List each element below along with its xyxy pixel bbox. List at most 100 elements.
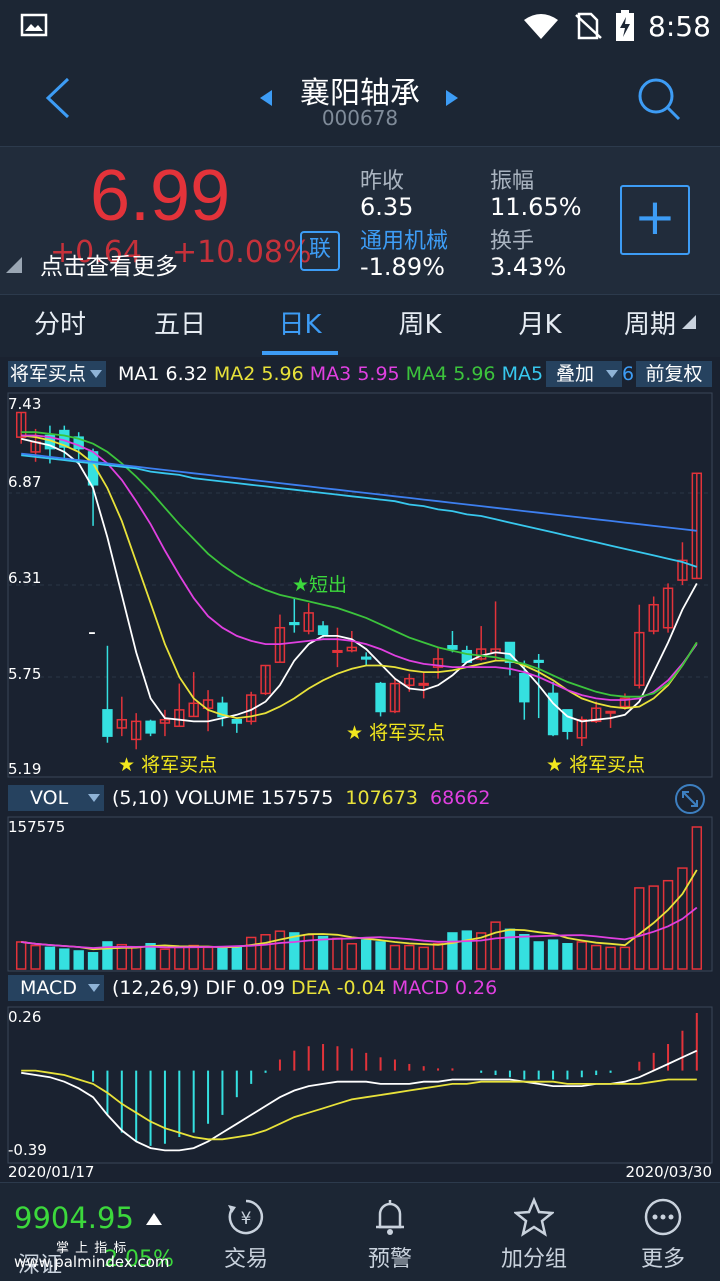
dea-value: -0.04	[336, 977, 386, 999]
nav-more[interactable]: 更多	[606, 1183, 720, 1281]
ma5-label: MA5	[501, 363, 544, 385]
candle-body	[404, 677, 415, 686]
price-change: +0.64	[50, 235, 142, 270]
candle-body	[619, 697, 631, 708]
volume-bar	[202, 946, 214, 970]
candle-body	[590, 707, 602, 723]
candle-body	[145, 720, 156, 734]
period-dropdown-icon[interactable]	[682, 315, 696, 329]
tab-intraday[interactable]: 分时	[33, 310, 86, 340]
volume-panel-frame	[7, 816, 713, 972]
nav-alert[interactable]: 预警	[318, 1183, 462, 1281]
volume-bar	[245, 936, 257, 970]
ma-line-ma4	[21, 431, 698, 698]
candle-body	[289, 622, 300, 626]
volume-bar	[346, 943, 358, 970]
ma2-value: 5.96	[261, 363, 304, 385]
macd-dropdown-icon[interactable]	[88, 984, 100, 992]
volume-bar	[73, 950, 84, 970]
nav-add-group[interactable]: 加分组	[462, 1183, 606, 1281]
tab-daily-k[interactable]: 日K	[278, 310, 322, 340]
prev-stock-icon[interactable]	[258, 88, 274, 108]
dif-line	[21, 1049, 698, 1152]
quote-panel[interactable]: 6.99 +0.64 +10.08% 点击查看更多 联 昨收 6.35 通用机械…	[0, 146, 720, 295]
signal-buy-2: ★ 将军买点	[346, 722, 445, 744]
amplitude-value: 11.65%	[490, 193, 582, 221]
index-up-arrow-icon	[146, 1213, 162, 1225]
tab-five-day[interactable]: 五日	[153, 310, 206, 340]
volume-bar	[533, 941, 544, 970]
vol-params: (5,10)	[112, 787, 170, 809]
volume-bar	[217, 947, 228, 970]
vol-indicator-select[interactable]: VOL	[8, 785, 104, 811]
dif-label: DIF	[205, 977, 237, 999]
candle-body	[174, 709, 185, 728]
next-stock-icon[interactable]	[444, 88, 460, 108]
macd-panel-frame	[7, 1006, 713, 1164]
tab-weekly-k[interactable]: 周K	[398, 310, 442, 340]
search-icon[interactable]	[636, 76, 682, 122]
gallery-icon	[20, 13, 48, 37]
macd-tick-min: -0.39	[8, 1141, 47, 1159]
vol-ma10: 68662	[430, 787, 491, 809]
volume-bar	[289, 932, 300, 970]
volume-bar	[432, 943, 444, 970]
volume-bar	[576, 941, 588, 970]
last-price: 6.99	[90, 156, 231, 236]
battery-charging-icon	[616, 10, 634, 41]
tab-monthly-k[interactable]: 月K	[518, 310, 562, 340]
chart-area[interactable]: 将军买点 MA1 6.32 MA2 5.96 MA3 5.95 MA4 5.96…	[0, 357, 720, 1182]
candle-body	[202, 699, 214, 709]
volume-bar	[490, 921, 501, 970]
candle-body	[188, 702, 199, 718]
tab-period[interactable]: 周期	[623, 310, 676, 340]
index-value[interactable]: 9904.95	[14, 1201, 134, 1235]
dea-label: DEA	[290, 977, 331, 999]
candle-body	[634, 631, 645, 686]
candle-body	[360, 656, 372, 660]
volume-bar	[159, 948, 171, 970]
volume-bar	[130, 946, 142, 970]
volume-bar	[375, 941, 386, 970]
volume-bar	[590, 944, 602, 970]
dea-line	[21, 1069, 697, 1141]
signal-buy-1: ★ 将军买点	[118, 754, 217, 776]
volume-bar	[475, 932, 487, 970]
candle-body	[130, 720, 142, 741]
candle-body	[519, 672, 530, 703]
candle-body	[231, 718, 243, 724]
indicator-dropdown-icon[interactable]	[90, 370, 102, 378]
nav-trade[interactable]: ¥ 交易	[174, 1183, 318, 1281]
sector-name[interactable]: 通用机械	[360, 229, 449, 254]
vol-dropdown-icon[interactable]	[88, 794, 100, 802]
indicator-select[interactable]: 将军买点	[8, 361, 106, 387]
macd-series	[21, 1013, 698, 1152]
back-icon[interactable]	[40, 75, 76, 121]
volume-bar	[547, 939, 559, 970]
price-tick-4: 5.19	[8, 760, 41, 778]
volume-bar	[504, 928, 516, 970]
stock-name: 襄阳轴承	[300, 76, 420, 111]
candle-body	[547, 692, 559, 736]
volume-bar	[461, 930, 473, 970]
kline-chart[interactable]: - ★短出 ★ 将军买点 ★ 将军买点 ★ 将军买点 7.43 6.87 6.3…	[0, 357, 720, 1182]
indicator-name: 将军买点	[10, 363, 87, 385]
volume-bar	[418, 946, 429, 970]
volume-bar	[619, 946, 631, 970]
volume-bar	[317, 935, 329, 970]
volume-bar	[360, 939, 372, 970]
price-tick-2: 6.31	[8, 569, 41, 587]
tap-hint[interactable]: 点击查看更多	[40, 254, 178, 280]
fullscreen-icon[interactable]	[674, 783, 706, 815]
ma-legend: MA1 6.32 MA2 5.96 MA3 5.95 MA4 5.96 MA5	[118, 363, 543, 385]
overlay-dropdown-icon[interactable]	[606, 370, 618, 378]
link-badge[interactable]: 联	[300, 231, 340, 271]
volume-bar	[519, 934, 530, 970]
adjust-select[interactable]: 前复权	[636, 361, 712, 387]
macd-indicator-select[interactable]: MACD	[8, 975, 104, 1001]
overlay-count: 6	[622, 363, 635, 385]
index-change: 2.05%	[104, 1247, 174, 1272]
volume-bar	[145, 943, 156, 970]
vol-label: VOLUME	[175, 787, 255, 809]
add-watchlist-button[interactable]: +	[620, 185, 690, 255]
